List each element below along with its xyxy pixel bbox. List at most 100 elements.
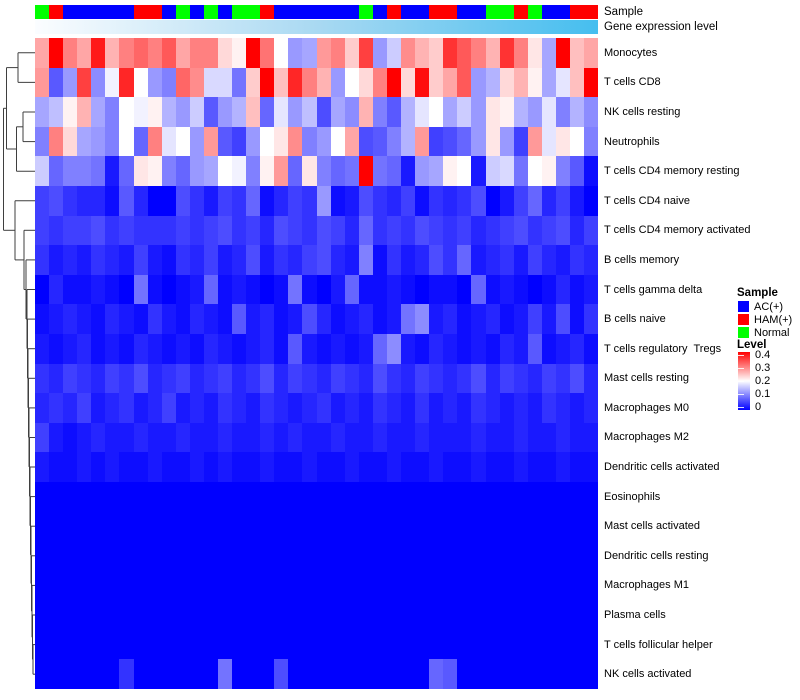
heatmap-cell bbox=[246, 629, 261, 660]
heatmap-cell bbox=[175, 452, 190, 482]
heatmap-cell bbox=[584, 274, 599, 305]
heatmap-cell bbox=[105, 97, 120, 127]
heatmap-cell bbox=[344, 156, 359, 186]
heatmap-cell bbox=[260, 541, 275, 571]
heatmap-cell bbox=[471, 304, 486, 334]
heatmap-cell bbox=[457, 363, 472, 394]
heatmap-cell bbox=[35, 274, 50, 305]
heatmap-cell bbox=[457, 422, 472, 453]
heatmap-cell bbox=[330, 185, 345, 216]
heatmap-cell bbox=[316, 97, 331, 127]
heatmap-cell bbox=[133, 452, 148, 482]
heatmap-cell bbox=[49, 393, 64, 423]
heatmap-cell bbox=[555, 511, 570, 542]
heatmap-cell bbox=[485, 541, 500, 571]
heatmap-cell bbox=[429, 156, 444, 186]
heatmap-cell bbox=[175, 600, 190, 630]
row-label: T cells CD4 memory resting bbox=[604, 165, 740, 178]
heatmap-cell bbox=[457, 126, 472, 157]
heatmap-cell bbox=[119, 570, 134, 601]
sample-annotation-cell bbox=[372, 5, 387, 19]
heatmap-cell bbox=[203, 629, 219, 660]
heatmap-cell bbox=[485, 156, 500, 186]
heatmap-cell bbox=[372, 333, 387, 364]
heatmap-cell bbox=[203, 156, 219, 186]
heatmap-cell bbox=[443, 393, 458, 423]
heatmap-cell bbox=[161, 511, 176, 542]
heatmap-cell bbox=[330, 629, 345, 660]
heatmap-cell bbox=[260, 600, 275, 630]
heatmap-cell bbox=[133, 629, 148, 660]
heatmap-row bbox=[35, 333, 599, 364]
heatmap-cell bbox=[288, 126, 303, 157]
heatmap-cell bbox=[35, 304, 50, 334]
heatmap-cell bbox=[232, 629, 247, 660]
heatmap-cell bbox=[288, 215, 303, 246]
heatmap-cell bbox=[161, 304, 176, 334]
heatmap-cell bbox=[288, 511, 303, 542]
heatmap-cell bbox=[274, 38, 289, 68]
heatmap-cell bbox=[189, 215, 204, 246]
heatmap-cell bbox=[555, 38, 570, 68]
heatmap-cell bbox=[401, 156, 416, 186]
heatmap-cell bbox=[443, 126, 458, 157]
heatmap-cell bbox=[330, 570, 345, 601]
heatmap-cell bbox=[274, 245, 289, 275]
heatmap-cell bbox=[555, 452, 570, 482]
heatmap-cell bbox=[499, 156, 514, 186]
heatmap-cell bbox=[513, 511, 528, 542]
heatmap-cell bbox=[105, 570, 120, 601]
heatmap-cell bbox=[119, 659, 134, 690]
heatmap-cell bbox=[330, 156, 345, 186]
heatmap-cell bbox=[485, 363, 500, 394]
sample-annotation-cell bbox=[133, 5, 148, 19]
heatmap-cell bbox=[513, 38, 528, 68]
heatmap-row bbox=[35, 156, 599, 186]
heatmap-cell bbox=[569, 452, 585, 482]
heatmap-cell bbox=[386, 185, 402, 216]
heatmap-cell bbox=[330, 481, 345, 512]
heatmap-cell bbox=[457, 570, 472, 601]
heatmap-cell bbox=[203, 185, 219, 216]
heatmap-cell bbox=[457, 393, 472, 423]
heatmap-cell bbox=[232, 185, 247, 216]
heatmap-cell bbox=[147, 452, 162, 482]
level-tick-mark bbox=[738, 394, 744, 395]
heatmap-cell bbox=[471, 570, 486, 601]
heatmap-cell bbox=[232, 659, 247, 690]
heatmap-cell bbox=[485, 245, 500, 275]
heatmap-cell bbox=[584, 245, 599, 275]
heatmap-cell bbox=[415, 422, 430, 453]
heatmap-cell bbox=[35, 600, 50, 630]
heatmap-cell bbox=[77, 274, 92, 305]
heatmap-cell bbox=[372, 541, 387, 571]
heatmap-cell bbox=[105, 452, 120, 482]
heatmap-cell bbox=[175, 363, 190, 394]
heatmap-cell bbox=[386, 215, 402, 246]
heatmap-cell bbox=[288, 570, 303, 601]
heatmap-cell bbox=[541, 245, 556, 275]
heatmap-cell bbox=[527, 38, 542, 68]
heatmap-cell bbox=[63, 38, 78, 68]
heatmap-cell bbox=[569, 245, 585, 275]
heatmap-cell bbox=[415, 600, 430, 630]
heatmap-cell bbox=[288, 156, 303, 186]
heatmap-cell bbox=[49, 185, 64, 216]
heatmap-cell bbox=[584, 67, 599, 98]
heatmap-cell bbox=[218, 67, 233, 98]
heatmap-cell bbox=[147, 363, 162, 394]
heatmap-cell bbox=[555, 67, 570, 98]
heatmap-cell bbox=[344, 67, 359, 98]
heatmap-cell bbox=[415, 570, 430, 601]
heatmap-cell bbox=[386, 363, 402, 394]
heatmap-cell bbox=[63, 570, 78, 601]
heatmap-cell bbox=[372, 600, 387, 630]
heatmap-cell bbox=[457, 38, 472, 68]
heatmap-cell bbox=[260, 274, 275, 305]
heatmap-cell bbox=[161, 481, 176, 512]
heatmap-cell bbox=[302, 511, 317, 542]
heatmap-cell bbox=[499, 245, 514, 275]
heatmap-cell bbox=[541, 541, 556, 571]
heatmap-cell bbox=[415, 245, 430, 275]
heatmap-cell bbox=[344, 629, 359, 660]
